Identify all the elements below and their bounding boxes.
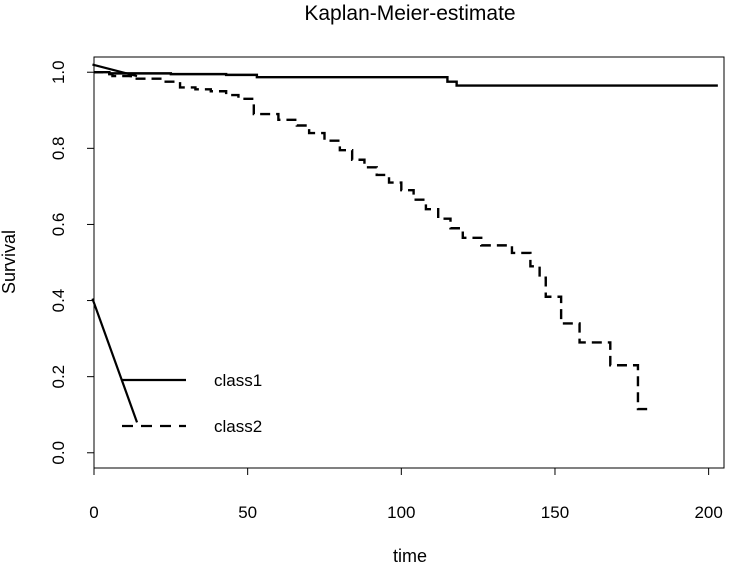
- series-layer: [94, 71, 718, 411]
- x-tick-label-100: 100: [387, 503, 415, 522]
- legend-label-class2: class2: [214, 417, 262, 436]
- y-tick-label-0.6: 0.6: [49, 213, 68, 237]
- y-tick-label-0.0: 0.0: [49, 441, 68, 465]
- chart-title: Kaplan-Meier-estimate: [304, 2, 515, 25]
- y-axis-label: Survival: [0, 230, 19, 294]
- y-tick-label-0.8: 0.8: [49, 137, 68, 161]
- x-tick-label-50: 50: [238, 503, 257, 522]
- legend: class1 class2: [122, 371, 262, 436]
- plot-frame: [93, 56, 725, 469]
- y-axis: 0.0 0.2 0.4 0.6 0.8 1.0: [49, 60, 94, 465]
- series-class2-line: [94, 71, 648, 411]
- x-tick-label-0: 0: [89, 503, 98, 522]
- annotation-layer: [91, 63, 139, 423]
- y-tick-label-1.0: 1.0: [49, 60, 68, 84]
- legend-label-class1: class1: [214, 371, 262, 390]
- annotation-line-2: [91, 298, 139, 423]
- series-class1-line: [94, 71, 718, 87]
- y-tick-label-0.4: 0.4: [49, 289, 68, 313]
- x-axis-label: time: [393, 546, 427, 566]
- x-tick-label-150: 150: [541, 503, 569, 522]
- annotation-line-1: [92, 63, 138, 78]
- x-axis: 0 50 100 150 200: [89, 468, 723, 522]
- y-tick-label-0.2: 0.2: [49, 365, 68, 389]
- x-tick-label-200: 200: [694, 503, 722, 522]
